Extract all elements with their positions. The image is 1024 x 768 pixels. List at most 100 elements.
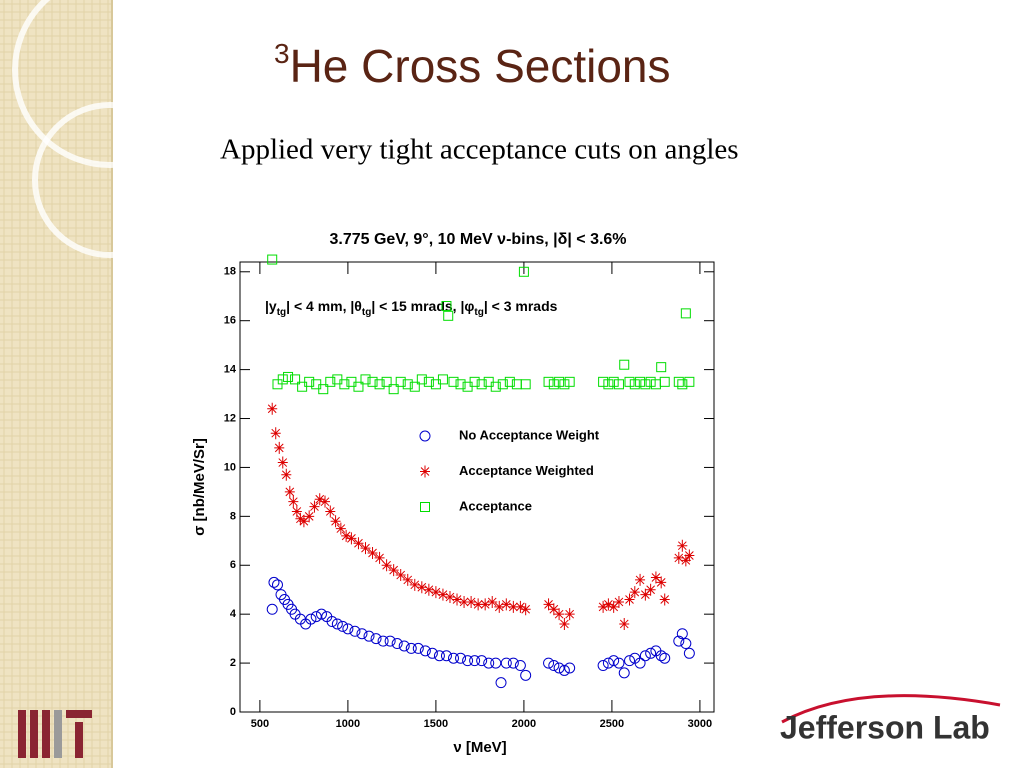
point: [507, 657, 519, 669]
point: [304, 510, 315, 523]
point: [494, 600, 505, 613]
legend-label: Acceptance: [459, 498, 532, 513]
point: [266, 603, 278, 615]
point: [624, 655, 636, 667]
point: [271, 579, 283, 591]
point: [455, 379, 466, 390]
point: [602, 657, 614, 669]
point: [543, 598, 554, 611]
side-strip: [0, 0, 112, 768]
point: [598, 600, 609, 613]
subscript: tg: [474, 307, 483, 318]
point: [423, 583, 434, 596]
point: [520, 669, 532, 681]
point: [635, 376, 646, 387]
point: [353, 381, 364, 392]
deco-circle: [12, 0, 208, 168]
point: [473, 598, 484, 611]
point: [388, 564, 399, 577]
point: [624, 376, 635, 387]
point: [437, 588, 448, 601]
point: [360, 374, 371, 385]
point: [619, 617, 630, 630]
point: [645, 583, 656, 596]
point: [518, 266, 529, 277]
point: [409, 578, 420, 591]
point: [677, 539, 688, 552]
point: [277, 374, 288, 385]
point: [640, 379, 651, 390]
point: [495, 677, 507, 689]
point: [508, 600, 519, 613]
y-tick-label: 0: [230, 706, 236, 718]
point: [412, 642, 424, 654]
point: [501, 598, 512, 611]
point: [558, 664, 570, 676]
x-tick-label: 500: [251, 718, 269, 730]
logo-text: Jefferson Lab: [780, 709, 990, 745]
point: [564, 608, 575, 621]
point: [349, 625, 361, 637]
point: [483, 657, 495, 669]
x-tick-label: 1500: [424, 718, 448, 730]
slide-subtitle: Applied very tight acceptance cuts on an…: [220, 134, 739, 166]
point: [673, 551, 684, 564]
point: [309, 500, 320, 513]
point: [634, 657, 646, 669]
point: [360, 542, 371, 555]
point: [554, 376, 565, 387]
point: [480, 598, 491, 611]
y-tick-label: 4: [230, 608, 237, 620]
point: [559, 617, 570, 630]
point: [514, 660, 526, 672]
point: [490, 381, 501, 392]
point: [543, 657, 555, 669]
y-tick-label: 16: [224, 315, 236, 327]
point: [377, 635, 389, 647]
point: [441, 301, 452, 312]
point: [676, 628, 688, 640]
point: [370, 633, 382, 645]
point: [548, 603, 559, 616]
point: [613, 379, 624, 390]
point: [395, 376, 406, 387]
point: [335, 522, 346, 535]
plot-frame: [239, 261, 715, 713]
point: [683, 647, 695, 659]
point: [339, 379, 350, 390]
point: [553, 662, 565, 674]
point: [314, 493, 325, 506]
x-tick-label: 2000: [512, 718, 536, 730]
mit-logo: [18, 710, 92, 758]
point: [520, 603, 531, 616]
point: [267, 254, 278, 265]
point: [267, 402, 278, 415]
point: [426, 647, 438, 659]
y-tick-label: 8: [230, 510, 236, 522]
point: [310, 611, 322, 623]
point: [487, 595, 498, 608]
point: [459, 595, 470, 608]
point: [500, 657, 512, 669]
point: [325, 505, 336, 518]
point: [325, 376, 336, 387]
point: [416, 581, 427, 594]
point: [656, 362, 667, 373]
point: [645, 376, 656, 387]
point: [356, 628, 368, 640]
point: [613, 657, 625, 669]
point: [677, 379, 688, 390]
point: [543, 376, 554, 387]
point: [416, 374, 427, 385]
point: [346, 532, 357, 545]
point: [624, 593, 635, 606]
point: [448, 652, 460, 664]
point: [342, 623, 354, 635]
point: [598, 376, 609, 387]
point: [608, 376, 619, 387]
point: [618, 667, 630, 679]
point: [430, 586, 441, 599]
point: [559, 379, 570, 390]
point: [409, 381, 420, 392]
